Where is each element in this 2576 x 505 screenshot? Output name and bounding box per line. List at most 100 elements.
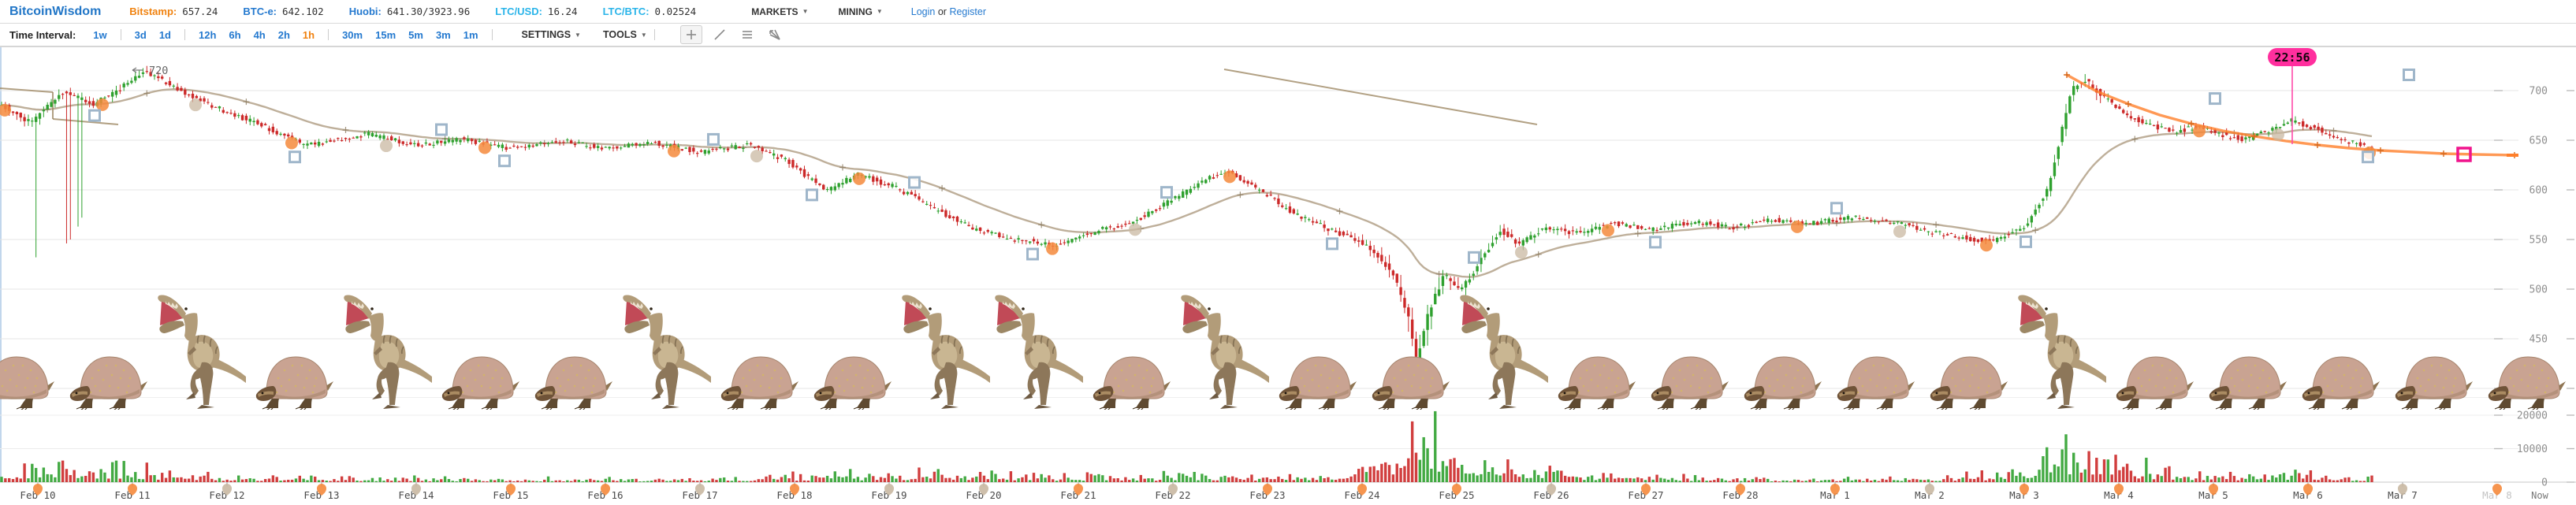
- svg-text:550: 550: [2529, 235, 2548, 247]
- turtle-sprite: [69, 356, 147, 410]
- chevron-down-icon: ▼: [802, 8, 809, 15]
- blue-square-marker: [806, 188, 818, 202]
- ticker-ltc-btc: LTC/BTC: 0.02524: [603, 6, 697, 17]
- svg-text:600: 600: [2529, 185, 2548, 197]
- turtle-sprite: [2395, 356, 2473, 410]
- interval-button-1h[interactable]: 1h: [302, 28, 315, 41]
- mining-menu[interactable]: MINING ▼: [838, 6, 882, 17]
- svg-text:720: 720: [149, 65, 168, 77]
- toolbar-divider: [653, 29, 655, 40]
- axis-pin-marker: [695, 484, 705, 496]
- ticker-list: Bitstamp: 657.24 BTC-e: 642.102 Huobi: 641.30…: [129, 6, 721, 17]
- axis-pin-marker: [1736, 484, 1745, 496]
- fan-tool-button[interactable]: [765, 26, 785, 43]
- interval-button-6h[interactable]: 6h: [229, 28, 241, 41]
- time-interval-label: Time Interval:: [9, 28, 76, 41]
- turtle-sprite: [2488, 356, 2566, 410]
- register-link[interactable]: Register: [949, 6, 986, 17]
- projection-curve: [2064, 72, 2518, 158]
- orange-dot-marker: [285, 136, 298, 150]
- orange-dot-marker: [478, 141, 491, 154]
- axis-pin-marker: [2492, 484, 2502, 496]
- countdown-badge: 22:56: [2268, 48, 2317, 144]
- tan-dot-marker: [2272, 128, 2284, 141]
- dino-parade: [0, 294, 2566, 410]
- ticker-value: 641.30/3923.96: [386, 6, 471, 17]
- orange-dot-marker: [1046, 242, 1059, 255]
- interval-button-15m[interactable]: 15m: [375, 28, 396, 41]
- axis-pin-marker: [1452, 484, 1461, 496]
- turtle-sprite: [534, 356, 612, 410]
- tan-dot-marker: [1515, 246, 1528, 259]
- interval-button-1m[interactable]: 1m: [463, 28, 478, 41]
- turtle-sprite: [1372, 356, 1450, 410]
- settings-menu-label: SETTINGS: [521, 29, 571, 40]
- turtle-sprite: [0, 356, 54, 410]
- interval-button-1w[interactable]: 1w: [93, 28, 107, 41]
- svg-text:500: 500: [2529, 284, 2548, 296]
- tan-dot-marker: [1129, 223, 1141, 236]
- svg-text:700: 700: [2529, 86, 2548, 98]
- tan-dot-marker: [380, 139, 393, 153]
- turtle-sprite: [441, 356, 519, 410]
- levels-tool-button[interactable]: [737, 26, 758, 43]
- interval-button-5m[interactable]: 5m: [408, 28, 423, 41]
- turtle-sprite: [1279, 356, 1357, 410]
- blue-square-marker: [1468, 251, 1480, 264]
- axis-pin-marker: [1925, 484, 1934, 496]
- trendline-tool-button[interactable]: [709, 26, 730, 43]
- orange-dot-marker: [853, 172, 865, 185]
- interval-button-3m[interactable]: 3m: [435, 28, 451, 41]
- or-text: or: [937, 6, 947, 17]
- settings-menu[interactable]: SETTINGS ▼: [522, 29, 581, 40]
- candlestick-chart[interactable]: 70065060055050045040020000100000Feb 10Fe…: [0, 46, 2576, 505]
- interval-button-3d[interactable]: 3d: [134, 28, 147, 41]
- dino-sprite: [2018, 294, 2106, 410]
- signal-markers: [0, 69, 2472, 372]
- blue-square-marker: [88, 109, 101, 122]
- brand-logo[interactable]: BitcoinWisdom: [9, 4, 102, 18]
- gridlines: [0, 46, 2576, 483]
- interval-button-2h[interactable]: 2h: [277, 28, 290, 41]
- tan-dot-marker: [1893, 225, 1906, 238]
- levels-icon: [742, 31, 752, 39]
- orange-dot-marker: [668, 144, 680, 158]
- blue-square-marker: [1326, 237, 1338, 251]
- axis-pin-marker: [2303, 484, 2313, 496]
- blue-square-marker: [1830, 202, 1843, 215]
- blue-square-marker: [498, 154, 511, 168]
- interval-button-30m[interactable]: 30m: [342, 28, 363, 41]
- axis-pin-marker: [1168, 484, 1178, 496]
- interval-button-12h[interactable]: 12h: [198, 28, 217, 41]
- axis-pin-marker: [2398, 484, 2407, 496]
- high-annotation: 720: [132, 65, 168, 77]
- tools-menu[interactable]: TOOLS ▼: [603, 29, 647, 40]
- axis-pin-marker: [1357, 484, 1367, 496]
- ticker-btc-e: BTC-e: 642.102: [243, 6, 323, 17]
- chevron-down-icon: ▼: [575, 31, 581, 39]
- now-label: Now: [2531, 490, 2548, 501]
- markets-menu[interactable]: MARKETS ▼: [751, 6, 808, 17]
- axis-pin-marker: [601, 484, 610, 496]
- turtle-sprite: [1930, 356, 2008, 410]
- axis-pin-marker: [1641, 484, 1651, 496]
- crosshair-tool-button[interactable]: [679, 25, 702, 44]
- axis-pin-marker: [1074, 484, 1083, 496]
- dino-sprite: [1181, 294, 1269, 410]
- login-link[interactable]: Login: [910, 6, 936, 17]
- axis-pin-marker: [884, 484, 894, 496]
- fan-icon: [769, 29, 780, 40]
- svg-text:20000: 20000: [2517, 410, 2548, 422]
- turtle-sprite: [1744, 356, 1822, 410]
- axis-pin-marker: [33, 484, 43, 496]
- ticker-label: Bitstamp:: [129, 6, 177, 17]
- ticker-value: 0.02524: [654, 6, 697, 17]
- dino-sprite: [1460, 294, 1548, 410]
- chevron-down-icon: ▼: [876, 8, 883, 15]
- countdown-text: 22:56: [2274, 50, 2310, 65]
- ticker-value: 657.24: [182, 6, 218, 17]
- interval-button-1d[interactable]: 1d: [158, 28, 171, 41]
- toolbar-divider: [184, 29, 185, 40]
- interval-button-4h[interactable]: 4h: [253, 28, 266, 41]
- turtle-sprite: [1093, 356, 1171, 410]
